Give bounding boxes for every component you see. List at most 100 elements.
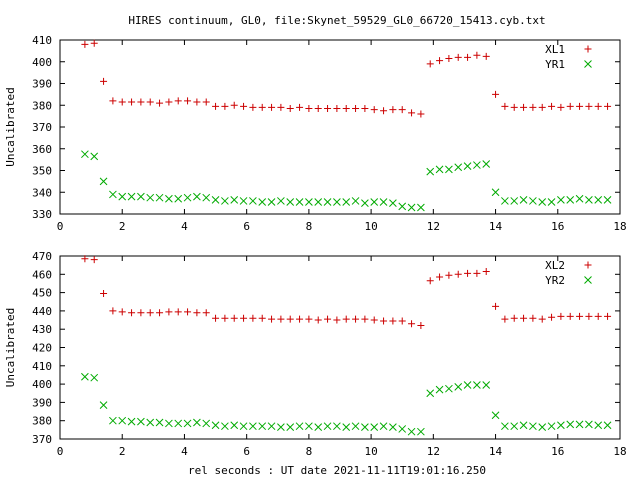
data-point (566, 102, 574, 110)
legend-label: YR1 (545, 58, 565, 71)
data-point (529, 422, 537, 431)
data-point (165, 98, 173, 106)
data-point (389, 423, 397, 431)
data-point (454, 53, 462, 61)
data-point (267, 422, 276, 431)
data-point (351, 422, 360, 431)
data-point (156, 99, 164, 107)
data-point (426, 389, 435, 398)
data-point (557, 103, 565, 111)
plot-frame (59, 255, 621, 440)
data-point (212, 314, 220, 322)
data-point (398, 425, 407, 433)
data-point (230, 196, 239, 204)
x-axis-label: rel seconds : UT date 2021-11-11T19:01:1… (188, 464, 486, 477)
data-point (109, 307, 117, 315)
x-tick-label: 8 (306, 445, 313, 458)
data-point (408, 109, 416, 117)
y-tick-label: 400 (32, 56, 52, 69)
data-point (585, 312, 593, 320)
data-point (529, 197, 537, 205)
data-point (258, 314, 266, 322)
data-point (90, 256, 98, 264)
data-point (109, 416, 117, 425)
y-tick-label: 360 (32, 143, 52, 156)
data-point (90, 373, 99, 382)
data-point (408, 320, 416, 328)
data-point (389, 317, 397, 325)
data-point (594, 421, 603, 430)
data-point (491, 411, 500, 420)
data-point (548, 102, 556, 110)
data-point (90, 152, 99, 161)
data-point (603, 196, 612, 204)
data-point (585, 102, 593, 110)
data-point (361, 315, 369, 323)
data-point (538, 103, 546, 111)
data-point (118, 98, 126, 106)
x-tick-label: 8 (306, 220, 313, 233)
data-point (473, 51, 481, 59)
y-tick-label: 340 (32, 186, 52, 199)
data-point (342, 423, 351, 431)
data-point (127, 192, 136, 201)
data-point (473, 381, 481, 389)
data-point (286, 423, 295, 431)
data-point (165, 308, 173, 316)
data-point (603, 421, 612, 430)
y-tick-label: 420 (32, 342, 52, 355)
data-point (137, 309, 145, 317)
data-point (519, 196, 528, 204)
data-point (81, 150, 89, 159)
data-point (538, 423, 547, 431)
data-point (81, 255, 89, 263)
data-point (454, 163, 463, 172)
data-point (286, 315, 294, 323)
data-point (305, 198, 313, 206)
y-tick-label: 330 (32, 208, 52, 221)
data-point (202, 309, 210, 317)
data-point (268, 103, 276, 111)
data-point (510, 197, 519, 205)
data-point (352, 105, 360, 113)
x-tick-label: 14 (489, 445, 503, 458)
data-point (501, 102, 509, 110)
data-point (333, 198, 341, 206)
y-tick-label: 390 (32, 396, 52, 409)
data-point (165, 419, 173, 428)
legend-marker (584, 261, 592, 269)
data-point (286, 198, 295, 206)
plot-frame (59, 39, 621, 215)
data-point (128, 309, 136, 317)
data-point (547, 198, 556, 206)
data-point (295, 422, 304, 431)
data-point (146, 418, 155, 427)
x-tick-label: 0 (57, 445, 64, 458)
data-point (370, 106, 378, 114)
data-point (118, 192, 127, 201)
data-point (109, 190, 117, 199)
data-point (174, 308, 182, 316)
data-point (566, 420, 575, 429)
data-point (370, 316, 378, 324)
data-point (501, 197, 509, 205)
data-point (305, 315, 313, 323)
data-point (137, 417, 145, 426)
data-point (221, 102, 229, 110)
data-point (333, 105, 341, 113)
data-point (604, 312, 612, 320)
data-point (436, 57, 444, 65)
x-tick-label: 10 (364, 220, 377, 233)
y-tick-label: 380 (32, 415, 52, 428)
legend-marker (584, 60, 592, 68)
data-point (277, 423, 285, 431)
data-point (146, 193, 155, 202)
data-point (576, 102, 584, 110)
data-point (520, 314, 528, 322)
data-point (379, 422, 388, 431)
data-point (118, 416, 127, 425)
data-point (482, 268, 490, 276)
data-point (473, 269, 481, 277)
data-point (361, 199, 369, 207)
data-point (258, 103, 266, 111)
